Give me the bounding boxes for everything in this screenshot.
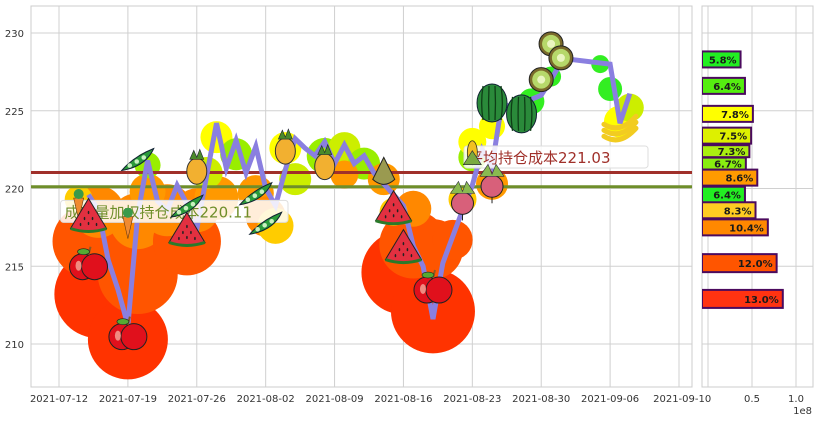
y-tick-label: 230 — [5, 29, 24, 40]
carrot-icon — [122, 207, 134, 239]
watermelon-icon — [384, 228, 423, 265]
pea-pod-icon — [169, 194, 204, 218]
banana-icon — [601, 113, 639, 143]
x-tick-label: 2021-08-16 — [374, 394, 432, 405]
kiwi-icon — [548, 45, 574, 71]
x-tick-label: 2021-08-09 — [305, 394, 363, 405]
volume-bar-label: 8.6% — [726, 174, 754, 185]
pineapple-icon — [186, 148, 208, 185]
cost-annotation: 成交量加权持仓成本220.11 — [60, 199, 289, 223]
fruit-markers — [69, 31, 639, 351]
pear-icon — [372, 156, 396, 185]
volume-bar: 12.0% — [702, 253, 778, 274]
volume-bar: 13.0% — [702, 288, 784, 309]
pineapple-icon — [314, 143, 336, 181]
volume-bars: 5.8% 6.4% 7.8% 7.5% 7.3% 6.7% 8.6% 6.4% 8.3% 10.4… — [702, 50, 784, 309]
corn-icon — [462, 140, 482, 166]
apple-icon — [413, 269, 453, 304]
volume-distribution-plot: 5.8% 6.4% 7.8% 7.5% 7.3% 6.7% 8.6% 6.4% 8.3% 10.4… — [701, 5, 814, 417]
price-y-axis: 210 215 220 225 230 — [5, 29, 24, 351]
volume-bar-label: 10.4% — [729, 223, 764, 234]
volume-bar-label: 12.0% — [738, 259, 773, 270]
volume-tick-label: 0.5 — [744, 394, 760, 405]
x-tick-label: 2021-08-23 — [443, 394, 501, 405]
volume-bar-label: 7.5% — [719, 132, 747, 143]
watermelon-icon — [168, 211, 206, 247]
pea-pod-icon — [248, 211, 283, 235]
volume-bar: 8.3% — [702, 201, 757, 220]
kiwi-icon — [528, 67, 554, 93]
x-tick-label: 2021-08-30 — [512, 394, 570, 405]
volume-bar-label: 7.3% — [718, 147, 746, 158]
volume-bar: 7.3% — [702, 144, 751, 159]
y-tick-label: 220 — [5, 185, 24, 196]
volume-tick-label: 0 — [705, 394, 711, 405]
watermelon-whole-icon — [476, 83, 508, 123]
volume-bar: 6.4% — [702, 185, 746, 204]
radish-icon — [449, 180, 476, 221]
volume-bar-label: 8.3% — [724, 206, 752, 217]
watermelon-icon — [374, 189, 413, 226]
x-tick-label: 2021-08-02 — [237, 394, 295, 405]
volume-bar: 7.5% — [702, 126, 753, 145]
pineapple-icon — [274, 128, 296, 165]
apple-icon — [69, 246, 109, 281]
svg-text:成交量加权持仓成本220.11: 成交量加权持仓成本220.11 — [65, 203, 253, 221]
pea-pod-icon — [120, 147, 155, 172]
y-tick-label: 215 — [5, 262, 24, 273]
volume-bar-label: 6.4% — [713, 82, 741, 93]
volume-bar: 10.4% — [702, 218, 769, 237]
x-tick-label: 2021-07-12 — [30, 394, 88, 405]
volume-bar: 5.8% — [702, 50, 742, 69]
price-plot: 成交量加权持仓成本220.11 平均持仓成本221.03 210 215 220 225… — [5, 5, 705, 405]
volume-bar-label: 6.7% — [714, 160, 742, 171]
watermelon-whole-icon — [506, 94, 538, 134]
pea-pod-icon — [238, 181, 273, 206]
carrot-icon — [73, 189, 85, 221]
svg-text:平均持仓成本221.03: 平均持仓成本221.03 — [468, 149, 611, 167]
x-tick-label: 2021-07-26 — [168, 394, 226, 405]
volume-bar: 7.8% — [702, 104, 754, 123]
volume-axis-scale-label: 1e8 — [793, 406, 812, 417]
volume-bar-label: 6.4% — [713, 191, 741, 202]
date-x-axis: 2021-07-12 2021-07-19 2021-07-26 2021-08-02… — [30, 394, 705, 405]
volume-bar-label: 13.0% — [744, 295, 779, 306]
cost-annotations: 成交量加权持仓成本220.11 平均持仓成本221.03 — [60, 145, 649, 223]
x-tick-label: 2021-09-1 — [653, 394, 705, 405]
volume-bar-label: 7.8% — [721, 110, 749, 121]
watermelon-icon — [69, 197, 108, 233]
volume-bar: 8.6% — [702, 168, 759, 187]
x-tick-label: 2021-07-19 — [99, 394, 157, 405]
x-tick-label: 2021-09-06 — [581, 394, 639, 405]
cost-annotation: 平均持仓成本221.03 — [463, 145, 649, 169]
volume-tick-label: 1.0 — [788, 394, 804, 405]
y-tick-label: 210 — [5, 340, 24, 351]
volume-bar-label: 5.8% — [709, 55, 737, 66]
radish-icon — [479, 163, 505, 204]
volume-x-axis: 0 0.5 1.0 — [705, 394, 804, 405]
apple-icon — [108, 316, 148, 351]
volume-bar: 6.4% — [702, 76, 746, 95]
y-tick-label: 225 — [5, 107, 24, 118]
